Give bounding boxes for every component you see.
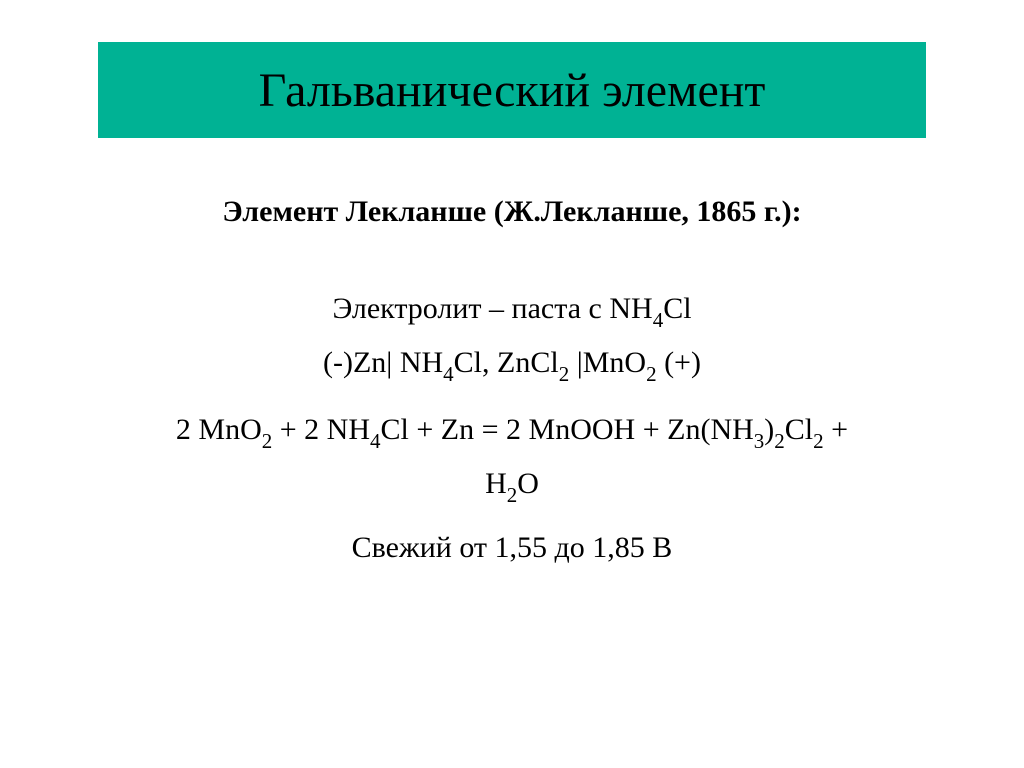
- nh4cl-nh-3: NH: [327, 413, 370, 446]
- cell-prefix: (-)Zn|: [323, 346, 400, 379]
- mnooh: MnOOH: [529, 413, 636, 446]
- h2o-sub: 2: [507, 483, 518, 507]
- content-area: Элемент Лекланше (Ж.Лекланше, 1865 г.): …: [0, 195, 1024, 573]
- zn-a: Zn: [441, 413, 474, 446]
- slide-title: Гальванический элемент: [259, 63, 766, 118]
- plus-trail: +: [824, 413, 848, 446]
- cl2-sub: 2: [813, 429, 824, 453]
- coeff-2-c: 2: [506, 413, 529, 446]
- zn-nh3: Zn(NH: [667, 413, 754, 446]
- nh3-sub: 3: [754, 429, 765, 453]
- coeff-2-b: 2: [304, 413, 327, 446]
- zncl2-sub: 2: [559, 362, 570, 386]
- nh4cl-cl-2: Cl: [454, 346, 482, 379]
- plus-c: +: [635, 413, 667, 446]
- cell-notation-line: (-)Zn| NH4Cl, ZnCl2 |MnO2 (+): [0, 337, 1024, 391]
- reaction-line-2: H2O: [0, 458, 1024, 512]
- electrolyte-line: Электролит – паста с NH4Cl: [0, 283, 1024, 337]
- mno2: MnO: [583, 346, 646, 379]
- eq: =: [474, 413, 506, 446]
- two-sub-a: 2: [774, 429, 785, 453]
- electrolyte-prefix: Электролит – паста с: [332, 292, 609, 325]
- zncl2: ZnCl: [497, 346, 559, 379]
- plus-a: +: [272, 413, 304, 446]
- mno2-a: MnO: [198, 413, 261, 446]
- reaction-block: 2 MnO2 + 2 NH4Cl + Zn = 2 MnOOH + Zn(NH3…: [0, 404, 1024, 511]
- h2o-h: H: [485, 467, 507, 500]
- nh4cl-cl-3: Cl: [381, 413, 409, 446]
- cell-mid2: |: [569, 346, 583, 379]
- mno2-sub-a: 2: [262, 429, 273, 453]
- close-paren: ): [764, 413, 774, 446]
- voltage-line: Свежий от 1,55 до 1,85 В: [0, 522, 1024, 573]
- cell-mid1: ,: [482, 346, 497, 379]
- nh4cl-nh: NH: [609, 292, 652, 325]
- coeff-2-a: 2: [176, 413, 199, 446]
- nh4cl-nh-2: NH: [400, 346, 443, 379]
- nh4cl-sub4: 4: [653, 308, 664, 332]
- plus-b: +: [409, 413, 441, 446]
- cell-suffix: (+): [657, 346, 701, 379]
- subtitle: Элемент Лекланше (Ж.Лекланше, 1865 г.):: [0, 195, 1024, 229]
- mno2-sub: 2: [646, 362, 657, 386]
- h2o-o: O: [517, 467, 539, 500]
- title-bar: Гальванический элемент: [98, 42, 926, 138]
- nh4cl-sub4-3: 4: [370, 429, 381, 453]
- nh4cl-sub4-2: 4: [443, 362, 454, 386]
- cl2-a: Cl: [785, 413, 813, 446]
- reaction-line-1: 2 MnO2 + 2 NH4Cl + Zn = 2 MnOOH + Zn(NH3…: [0, 404, 1024, 458]
- nh4cl-cl: Cl: [663, 292, 691, 325]
